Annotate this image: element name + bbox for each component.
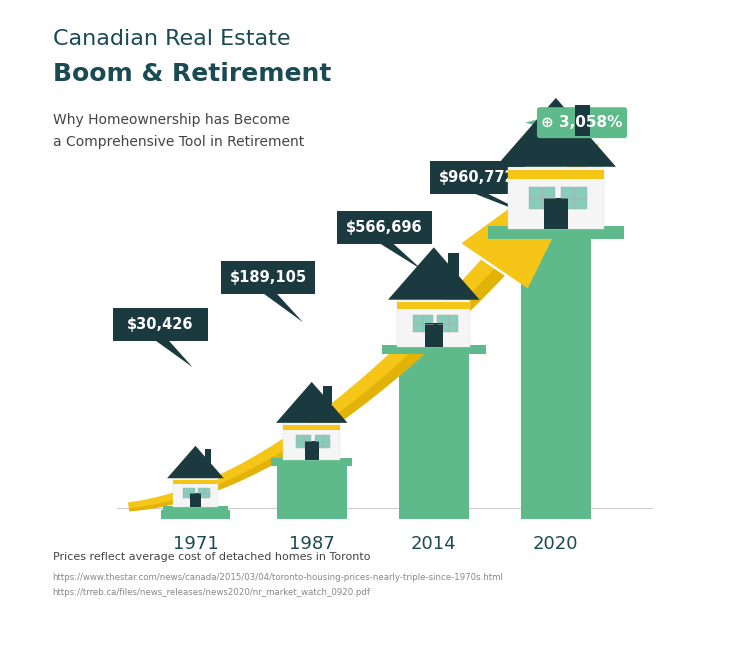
Bar [160,511,230,519]
FancyBboxPatch shape [430,161,525,194]
Bar [304,441,319,459]
Text: 1971: 1971 [172,535,218,553]
Bar [296,435,311,448]
FancyBboxPatch shape [537,107,627,138]
Polygon shape [129,269,505,511]
Bar [198,488,210,498]
Bar [277,463,346,519]
Bar [398,303,470,309]
Bar [561,187,587,209]
Bar [382,345,486,354]
Bar [172,478,218,507]
Bar [399,352,469,519]
Bar [448,253,460,276]
Bar [488,226,624,238]
Bar [437,315,458,332]
Text: Prices reflect average cost of detached homes in Toronto: Prices reflect average cost of detached … [53,552,370,562]
Polygon shape [461,143,599,288]
Polygon shape [496,98,616,167]
Text: https://trreb.ca/files/news_releases/news2020/nr_market_watch_0920.pdf: https://trreb.ca/files/news_releases/new… [53,588,370,597]
Text: $960,772: $960,772 [439,170,516,185]
Bar [508,167,604,229]
Text: $189,105: $189,105 [230,270,307,285]
Text: Boom & Retirement: Boom & Retirement [53,62,331,86]
Polygon shape [261,292,303,322]
Text: 1987: 1987 [289,535,334,553]
Text: $30,426: $30,426 [128,318,194,332]
Bar [190,493,201,507]
Text: 2014: 2014 [411,535,457,553]
Bar [529,187,555,209]
Polygon shape [525,119,540,126]
Bar [424,323,443,347]
Bar [172,480,218,484]
Text: Why Homeownership has Become: Why Homeownership has Become [53,113,290,128]
Bar [272,458,352,465]
Bar [283,425,340,430]
Polygon shape [128,260,505,511]
Bar [283,423,340,459]
FancyBboxPatch shape [337,211,432,244]
Bar [164,506,227,512]
FancyBboxPatch shape [220,261,316,294]
Polygon shape [167,446,224,478]
Bar [413,315,434,332]
Polygon shape [388,248,479,300]
Polygon shape [377,242,422,270]
Text: 2020: 2020 [533,535,578,553]
Bar [314,435,330,448]
Text: Canadian Real Estate: Canadian Real Estate [53,29,290,49]
Bar [521,235,591,519]
Text: https://www.thestar.com/news/canada/2015/03/04/toronto-housing-prices-nearly-tri: https://www.thestar.com/news/canada/2015… [53,573,503,583]
Polygon shape [276,382,347,423]
Polygon shape [154,339,193,367]
Bar [398,300,470,347]
Bar [544,198,568,229]
Bar [183,488,195,498]
Bar [508,170,604,179]
Text: a Comprehensive Tool in Retirement: a Comprehensive Tool in Retirement [53,135,304,149]
Text: ⊕ 3,058%: ⊕ 3,058% [542,115,622,130]
Bar [323,386,332,404]
Polygon shape [470,192,536,218]
Bar [205,449,212,463]
Bar [575,105,590,136]
Text: $566,696: $566,696 [346,220,423,235]
FancyBboxPatch shape [113,308,208,341]
